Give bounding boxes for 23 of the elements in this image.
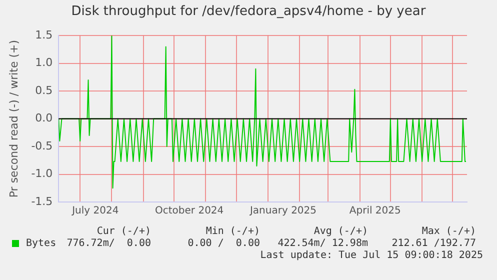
text: 212.61 /192.77 (392, 238, 476, 249)
chart-title: Disk throughput for /dev/fedora_apsv4/home - by year (70, 4, 427, 19)
y-tick-label: 0.0 (35, 112, 53, 125)
y-tick-label: 0.5 (35, 84, 53, 97)
text: Cur (-/+) (96, 226, 151, 237)
text: 0.00 / 0.00 (188, 238, 260, 249)
legend-label: Bytes (25, 238, 56, 249)
text: Max (-/+) (422, 226, 476, 237)
y-tick-label: -1.5 (31, 194, 53, 208)
y-axis-title: Pr second read (-) / write (+) (7, 40, 20, 198)
y-tick-label: 1.5 (35, 28, 53, 42)
y-tick-label: -0.5 (31, 139, 53, 152)
text: 422.54m/ 12.98m (278, 238, 368, 249)
x-tick-label: April 2025 (349, 206, 401, 217)
text: 776.72m/ 0.00 (66, 238, 151, 249)
x-tick-label: January 2025 (248, 206, 317, 217)
x-tick-label: October 2024 (155, 206, 224, 217)
y-tick-label: -1.0 (31, 167, 53, 180)
text: Min (-/+) (206, 226, 260, 237)
text: Avg (-/+) (314, 226, 368, 237)
y-tick-label: 1.0 (35, 56, 53, 70)
x-tick-label: July 2024 (71, 206, 119, 217)
text: Last update: Tue Jul 15 09:00:18 2025 (260, 250, 483, 261)
